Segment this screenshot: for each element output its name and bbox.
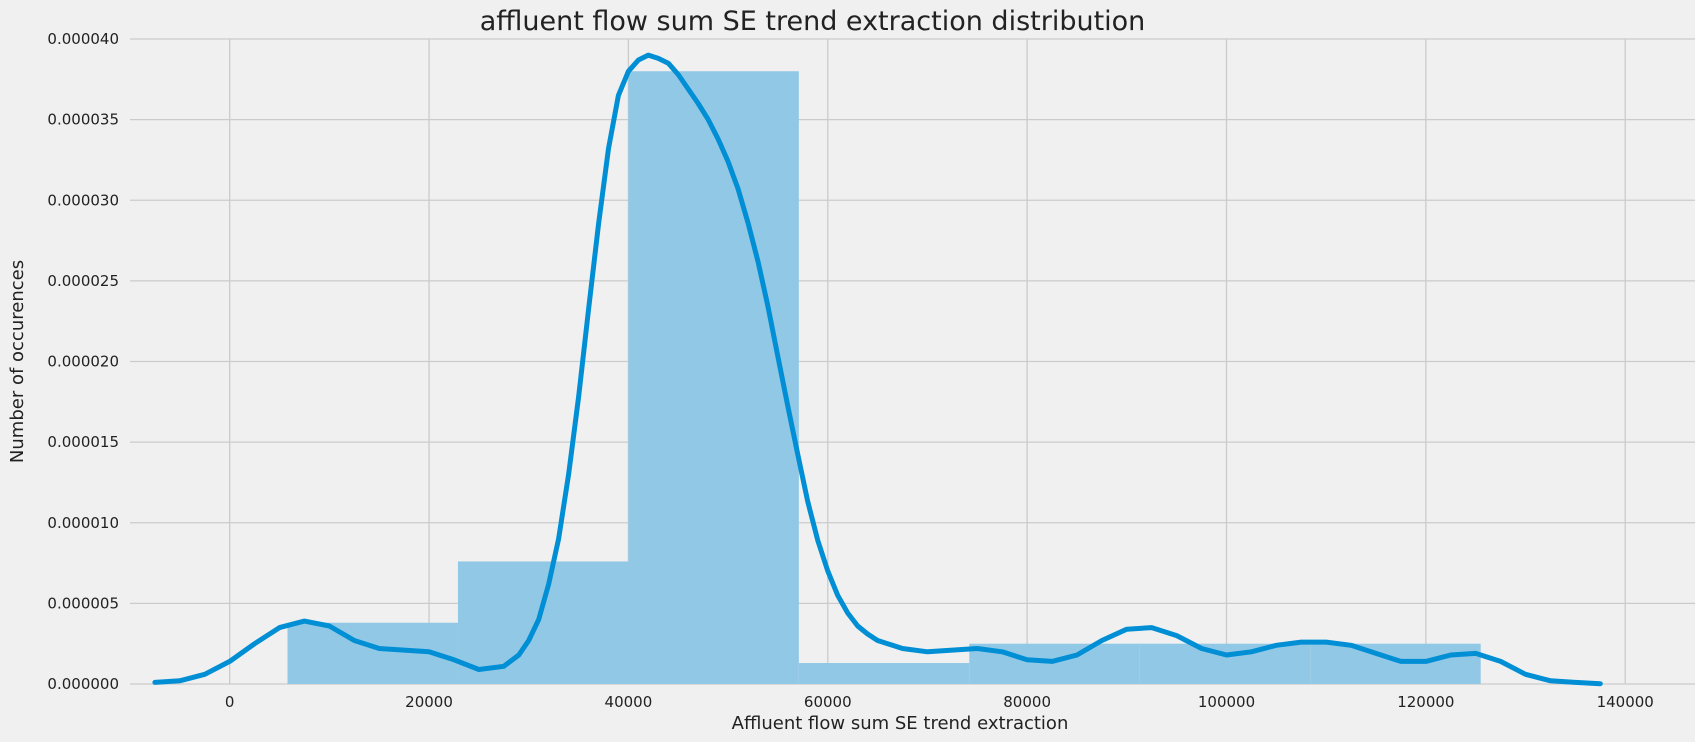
x-tick-label-5: 100000 [1198, 693, 1255, 711]
chart-title: affluent flow sum SE trend extraction di… [480, 6, 1146, 37]
y-gridlines [130, 38, 1695, 685]
y-tick-label-2: 0.000010 [47, 514, 119, 532]
y-tick-label-6: 0.000030 [47, 191, 119, 209]
y-tick-labels: 0.000000 0.000005 0.000010 0.000015 0.000020… [47, 30, 119, 693]
x-tick-label-2: 40000 [605, 693, 653, 711]
y-tick-label-7: 0.000035 [47, 111, 119, 129]
x-tick-labels: 0 20000 40000 60000 80000 100000 120000 140000 [225, 693, 1654, 711]
y-tick-label-5: 0.000025 [47, 272, 119, 290]
histogram-bars [287, 71, 1481, 684]
y-axis-label: Number of occurences [7, 260, 28, 463]
y-tick-label-8: 0.000040 [47, 30, 119, 48]
y-tick-label-0: 0.000000 [47, 675, 119, 693]
y-tick-label-4: 0.000020 [47, 353, 119, 371]
histogram-bar-5 [1139, 643, 1311, 684]
x-tick-label-0: 0 [225, 693, 235, 711]
histogram-bar-2 [628, 71, 799, 684]
x-tick-label-6: 120000 [1397, 693, 1454, 711]
x-tick-label-4: 80000 [1003, 693, 1051, 711]
histogram-bar-3 [798, 663, 970, 684]
x-axis-label: Affluent flow sum SE trend extraction [732, 713, 1069, 734]
y-tick-label-3: 0.000015 [47, 433, 119, 451]
histogram-bar-6 [1310, 643, 1481, 684]
x-tick-label-3: 60000 [804, 693, 852, 711]
y-tick-label-1: 0.000005 [47, 594, 119, 612]
x-tick-label-7: 140000 [1597, 693, 1654, 711]
x-tick-label-1: 20000 [405, 693, 453, 711]
kde-curve [152, 52, 1603, 687]
histogram-bar-1 [457, 561, 629, 684]
